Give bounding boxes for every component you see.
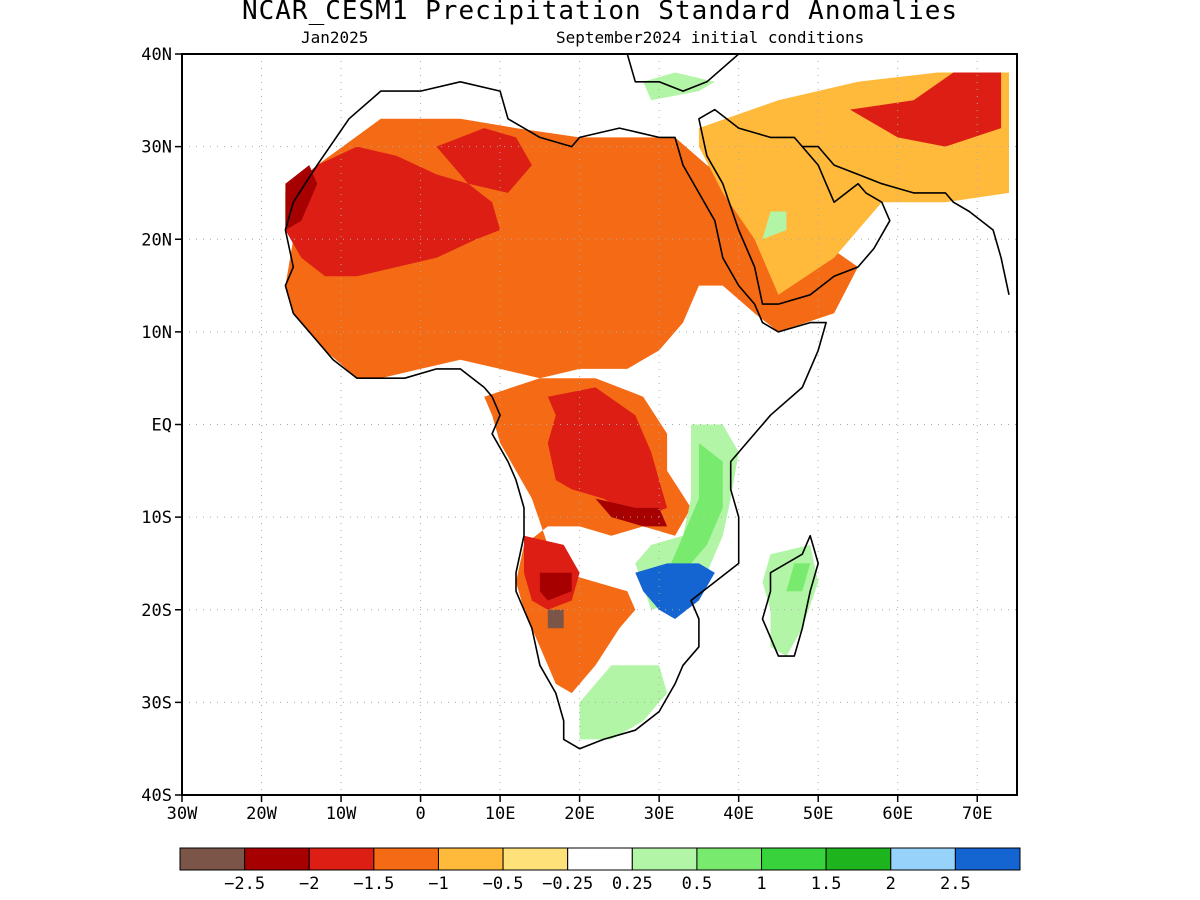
x-tick-label: 30E (644, 804, 675, 824)
colorbar-swatch (567, 847, 633, 871)
y-tick-label: 10S (141, 508, 172, 528)
anomaly-shading (285, 72, 1009, 740)
colorbar-swatch (308, 847, 375, 871)
colorbar-swatch (825, 847, 892, 871)
y-tick-label: 40N (141, 45, 172, 65)
anomaly-region-4 (285, 165, 318, 230)
colorbar-label: 0.25 (612, 874, 653, 894)
y-tick-label: EQ (152, 416, 172, 436)
forecast-month: Jan2025 (301, 28, 369, 47)
y-tick-label: 20N (141, 230, 172, 250)
y-tick-label: 10N (141, 323, 172, 343)
colorbar-label: −2 (299, 874, 319, 894)
x-tick-label: 0 (415, 804, 425, 824)
x-tick-label: 70E (962, 804, 993, 824)
x-tick-label: 20E (564, 804, 595, 824)
anomaly-region-5 (850, 72, 1002, 147)
mideast-coastline (802, 145, 1010, 295)
colorbar-swatch (502, 847, 569, 871)
anomaly-region-16 (786, 563, 811, 592)
colorbar-swatch (696, 847, 763, 871)
colorbar-label: 1.5 (811, 874, 842, 894)
colorbar-swatch (761, 847, 827, 871)
y-tick-label: 30N (141, 138, 172, 158)
colorbar-swatch (244, 847, 310, 871)
anomaly-region-11 (547, 609, 564, 629)
x-tick-label: 40E (723, 804, 754, 824)
colorbar-swatch (954, 847, 1021, 871)
colorbar-swatch (890, 847, 956, 871)
colorbar-label: −0.25 (542, 874, 593, 894)
anomaly-region-18 (762, 211, 787, 240)
mediterranean-coastline (626, 54, 740, 92)
anomaly-region-7 (547, 387, 668, 518)
anomaly-region-9 (595, 498, 668, 527)
madagascar-coastline (761, 534, 820, 657)
colorbar-label: 2 (886, 874, 896, 894)
colorbar-label: −1.5 (353, 874, 394, 894)
y-tick-label: 20S (141, 601, 172, 621)
x-tick-label: 60E (882, 804, 913, 824)
anomaly-region-3 (436, 128, 532, 193)
y-tick-label: 40S (141, 786, 172, 806)
colorbar-label: −2.5 (224, 874, 265, 894)
colorbar-swatch (437, 847, 504, 871)
colorbar-label: 1 (756, 874, 766, 894)
arabia-coastline (698, 108, 891, 305)
colorbar-label: 2.5 (940, 874, 971, 894)
x-tick-label: 10E (485, 804, 516, 824)
anomaly-region-14 (635, 563, 715, 619)
map-title: NCAR_CESM1 Precipitation Standard Anomal… (241, 0, 959, 26)
boundary-lines (284, 54, 1010, 750)
initial-conditions: September2024 initial conditions (556, 28, 865, 47)
x-tick-label: 50E (803, 804, 834, 824)
anomaly-region-2 (285, 146, 501, 277)
colorbar: −2.5 −2 −1.5 −1 −0.5 −0.25 0.25 0.5 1 1.5 2 2.5 (179, 847, 1021, 894)
colorbar-label: 0.5 (682, 874, 713, 894)
anomaly-region-19 (643, 72, 715, 101)
colorbar-label: −0.5 (483, 874, 524, 894)
colorbar-swatch (373, 847, 439, 871)
x-tick-label: 30W (167, 804, 198, 824)
anomaly-region-10 (539, 572, 572, 601)
colorbar-swatch (179, 847, 246, 871)
africa-coastline (284, 81, 827, 750)
colorbar-swatch (631, 847, 698, 871)
colorbar-label: −1 (428, 874, 448, 894)
x-tick-label: 20W (246, 804, 277, 824)
x-tick-label: 10W (326, 804, 357, 824)
anomaly-region-13 (667, 443, 723, 573)
y-tick-label: 30S (141, 693, 172, 713)
